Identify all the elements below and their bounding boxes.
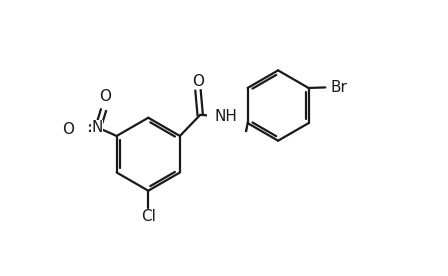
Text: O: O (192, 74, 204, 89)
Text: O: O (62, 122, 74, 137)
Text: N: N (91, 120, 103, 135)
Text: Br: Br (331, 80, 348, 95)
Text: O: O (99, 89, 111, 104)
Text: NH: NH (215, 109, 237, 124)
Text: Cl: Cl (141, 209, 156, 224)
